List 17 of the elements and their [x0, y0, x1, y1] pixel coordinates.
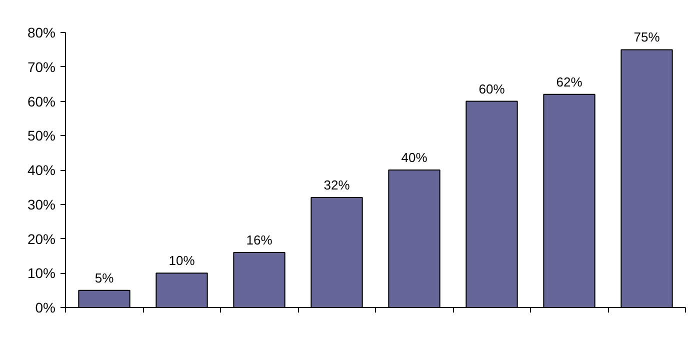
y-tick-label: 20% — [27, 230, 56, 247]
y-tick-label: 80% — [27, 24, 56, 40]
y-tick-label: 50% — [27, 128, 56, 144]
data-label: 5% — [94, 270, 114, 286]
y-tick-label: 0% — [35, 300, 56, 316]
y-tick-label: 40% — [27, 162, 56, 178]
data-label: 32% — [324, 178, 350, 192]
y-tick-label: 30% — [27, 196, 56, 212]
data-label: 16% — [246, 232, 273, 248]
data-label: 40% — [401, 150, 428, 165]
data-label: 10% — [168, 253, 196, 268]
data-label: 60% — [478, 81, 506, 96]
data-label: 75% — [634, 30, 660, 45]
y-tick-label: 10% — [27, 265, 56, 282]
y-tick-label: 70% — [27, 58, 56, 75]
data-label: 62% — [556, 74, 583, 90]
y-tick-label: 60% — [27, 93, 56, 110]
